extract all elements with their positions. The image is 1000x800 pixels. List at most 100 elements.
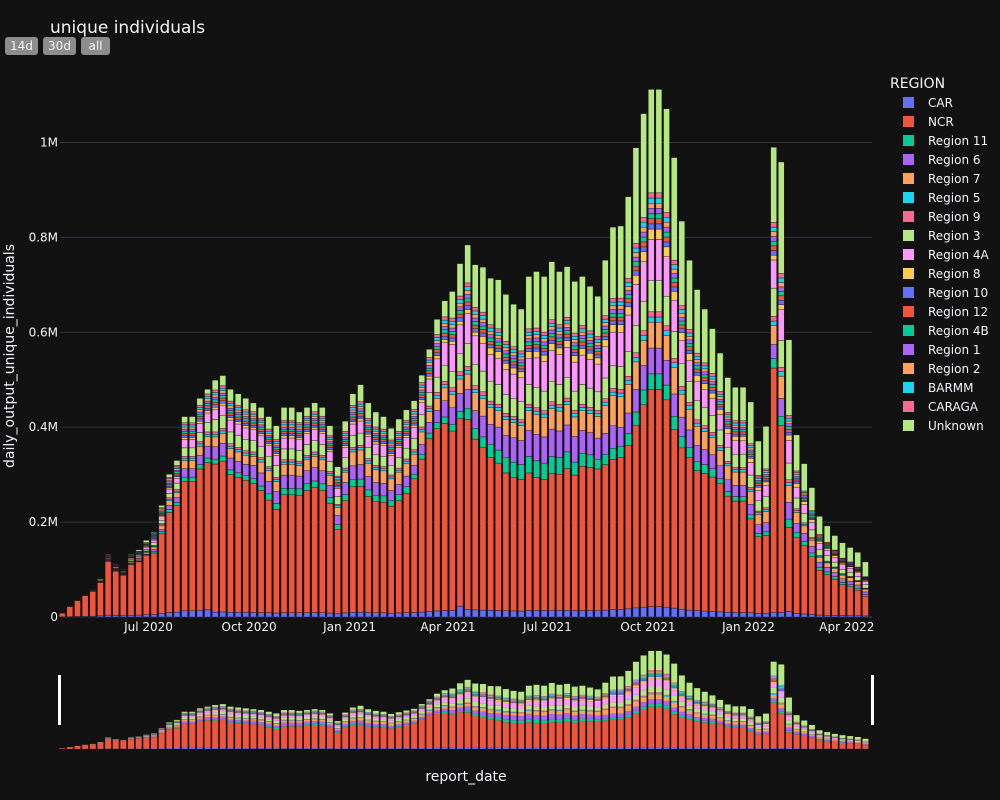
bar-region-11[interactable] [350, 480, 356, 487]
bar-region-9[interactable] [235, 447, 241, 449]
bar-barmm[interactable] [725, 415, 731, 417]
bar-car[interactable] [526, 610, 532, 617]
bar-region-9[interactable] [396, 468, 402, 470]
bar-unknown[interactable] [549, 262, 555, 320]
bar-region-2[interactable] [358, 406, 364, 408]
bar-region-11[interactable] [610, 448, 616, 459]
legend-swatch[interactable] [903, 116, 914, 127]
bar-region-9[interactable] [778, 367, 784, 371]
bar-region-5[interactable] [556, 408, 562, 411]
bar-ncr[interactable] [732, 501, 738, 613]
bar-region-6[interactable] [717, 466, 723, 479]
bar-region-6[interactable] [289, 475, 295, 488]
bar-region-7[interactable] [641, 341, 647, 366]
bar-region-4b[interactable] [595, 349, 601, 352]
bar-region-10[interactable] [786, 432, 792, 435]
bar-ncr[interactable] [847, 587, 853, 616]
bar-region-7[interactable] [679, 394, 685, 417]
bar-car[interactable] [105, 615, 111, 617]
bar-region-9[interactable] [794, 509, 800, 511]
bar-region-2[interactable] [717, 397, 723, 400]
bar-region-4a[interactable] [518, 378, 524, 402]
bar-region-12[interactable] [618, 317, 624, 321]
bar-region-6[interactable] [518, 441, 524, 465]
bar-car[interactable] [839, 616, 845, 617]
bar-unknown[interactable] [572, 281, 578, 333]
bar-region-2[interactable] [166, 480, 172, 481]
bar-car[interactable] [182, 611, 188, 617]
bar-region-12[interactable] [281, 431, 287, 433]
bar-barmm[interactable] [503, 345, 509, 348]
bar-unknown[interactable] [786, 340, 792, 416]
bar-unknown[interactable] [182, 417, 188, 423]
bar-region-3[interactable] [403, 448, 409, 459]
bar-region-12[interactable] [694, 369, 700, 372]
bar-region-6[interactable] [480, 416, 486, 437]
bar-region-11[interactable] [296, 489, 302, 495]
bar-region-8[interactable] [679, 333, 685, 341]
bar-region-4a[interactable] [794, 487, 800, 498]
bar-region-4b[interactable] [335, 482, 341, 484]
bar-region-10[interactable] [350, 419, 356, 421]
bar-caraga[interactable] [694, 353, 700, 356]
bar-region-9[interactable] [564, 398, 570, 401]
bar-region-5[interactable] [373, 468, 379, 470]
bar-region-11[interactable] [426, 433, 432, 438]
bar-region-11[interactable] [380, 496, 386, 502]
bar-region-7[interactable] [503, 420, 509, 436]
bar-region-5[interactable] [472, 389, 478, 393]
bar-unknown[interactable] [518, 309, 524, 351]
bar-region-4b[interactable] [556, 338, 562, 341]
bar-region-6[interactable] [396, 484, 402, 494]
bar-region-2[interactable] [465, 291, 471, 295]
bar-region-11[interactable] [778, 416, 784, 425]
bar-region-1[interactable] [212, 397, 218, 399]
bar-barmm[interactable] [709, 376, 715, 379]
bar-ncr[interactable] [656, 389, 662, 606]
bar-region-2[interactable] [595, 342, 601, 345]
bar-region-11[interactable] [342, 495, 348, 501]
bar-region-4a[interactable] [472, 336, 478, 364]
bar-region-4b[interactable] [633, 262, 639, 267]
bar-region-4b[interactable] [197, 414, 203, 416]
bar-region-8[interactable] [419, 400, 425, 402]
bar-region-7[interactable] [786, 485, 792, 502]
bar-region-7[interactable] [380, 471, 386, 484]
bar-caraga[interactable] [380, 429, 386, 431]
bar-region-2[interactable] [702, 369, 708, 372]
bar-region-3[interactable] [281, 449, 287, 460]
bar-region-4a[interactable] [373, 444, 379, 455]
bar-region-4a[interactable] [266, 446, 272, 456]
bar-region-4b[interactable] [220, 396, 226, 399]
bar-region-1[interactable] [472, 318, 478, 322]
bar-region-7[interactable] [564, 405, 570, 425]
bar-region-5[interactable] [488, 404, 494, 407]
bar-barmm[interactable] [350, 408, 356, 410]
bar-region-6[interactable] [212, 447, 218, 459]
bar-region-1[interactable] [304, 423, 310, 425]
bar-region-6[interactable] [342, 482, 348, 494]
bar-region-7[interactable] [618, 397, 624, 427]
bar-unknown[interactable] [679, 221, 685, 306]
bar-region-9[interactable] [771, 316, 777, 321]
bar-region-8[interactable] [457, 321, 463, 325]
bar-car[interactable] [258, 613, 264, 617]
bar-region-2[interactable] [495, 335, 501, 338]
bar-region-9[interactable] [327, 472, 333, 474]
bar-car[interactable] [426, 612, 432, 617]
bar-caraga[interactable] [419, 383, 425, 385]
bar-unknown[interactable] [205, 389, 211, 394]
bar-unknown[interactable] [365, 403, 371, 419]
bar-barmm[interactable] [312, 414, 318, 416]
bar-region-8[interactable] [732, 436, 738, 440]
bar-region-7[interactable] [671, 367, 677, 394]
bar-region-10[interactable] [457, 318, 463, 322]
bar-region-11[interactable] [442, 417, 448, 423]
bar-region-5[interactable] [281, 462, 287, 464]
bar-region-4b[interactable] [350, 415, 356, 417]
bar-region-6[interactable] [166, 505, 172, 509]
bar-region-5[interactable] [549, 405, 555, 408]
bar-car[interactable] [396, 613, 402, 617]
bar-region-7[interactable] [832, 569, 838, 573]
bar-ncr[interactable] [717, 484, 723, 612]
